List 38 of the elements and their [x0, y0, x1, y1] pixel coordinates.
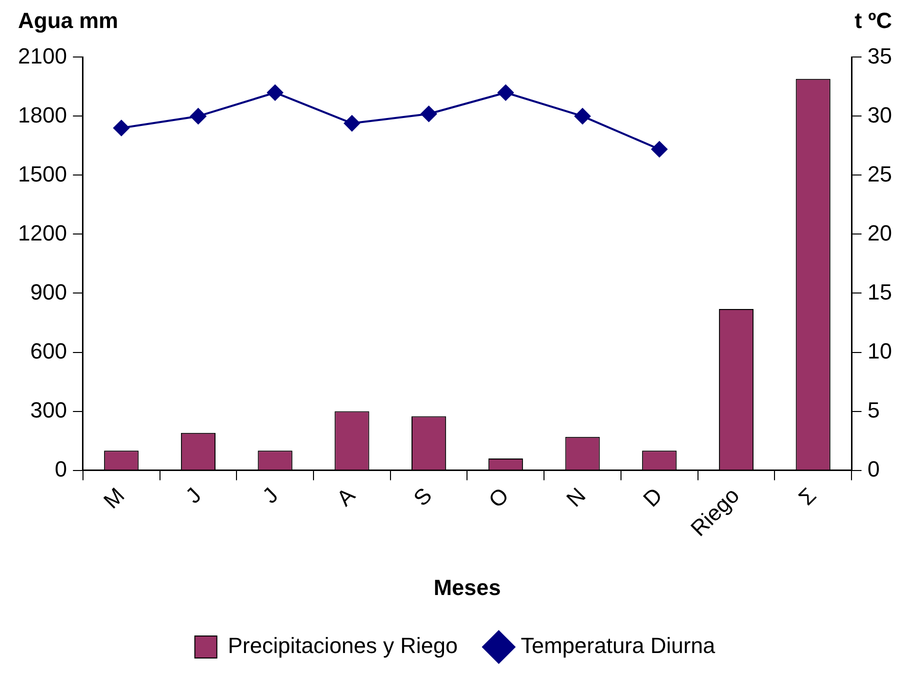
- y-tick-label: 1800: [18, 102, 67, 128]
- x-tick-label: N: [561, 482, 590, 512]
- x-tick-label: A: [332, 482, 360, 511]
- point: [267, 84, 284, 101]
- point: [420, 106, 437, 122]
- y2-tick-label: 0: [868, 456, 880, 482]
- y-tick-label: 1200: [18, 220, 67, 246]
- y-axis-title: Agua mm: [18, 8, 118, 35]
- legend-label: Temperatura Diurna: [520, 633, 716, 658]
- point: [190, 108, 206, 124]
- x-tick-label: D: [638, 482, 668, 512]
- y2-axis-title: t ºC: [854, 8, 892, 35]
- x-tick-label: J: [180, 482, 206, 508]
- point: [651, 141, 668, 158]
- point: [344, 115, 360, 132]
- y2-tick-label: 10: [868, 338, 892, 364]
- x-tick-label: J: [257, 482, 283, 508]
- x-tick-label: Σ: [794, 482, 821, 510]
- y2-tick-label: 30: [868, 102, 892, 128]
- point: [498, 84, 514, 101]
- y2-tick-label: 5: [868, 397, 880, 422]
- y-tick-label: 2100: [18, 43, 67, 68]
- x-tick-label: S: [408, 482, 437, 511]
- y-tick-label: 900: [30, 279, 67, 304]
- legend-label: Precipitaciones y Riego: [228, 633, 458, 658]
- x-axis-title: Meses: [434, 574, 501, 600]
- y2-tick-label: 35: [868, 43, 892, 68]
- y-tick-label: 300: [30, 397, 67, 422]
- x-tick-label: M: [98, 482, 130, 514]
- point: [113, 120, 130, 136]
- y-tick-label: 1500: [18, 161, 67, 186]
- point: [574, 108, 591, 124]
- y2-tick-label: 15: [868, 279, 892, 304]
- y2-tick-label: 25: [868, 161, 892, 186]
- x-tick-label: O: [484, 482, 514, 513]
- y-tick-label: 0: [54, 456, 67, 482]
- y2-tick-label: 20: [868, 220, 892, 246]
- y-tick-label: 600: [30, 338, 67, 364]
